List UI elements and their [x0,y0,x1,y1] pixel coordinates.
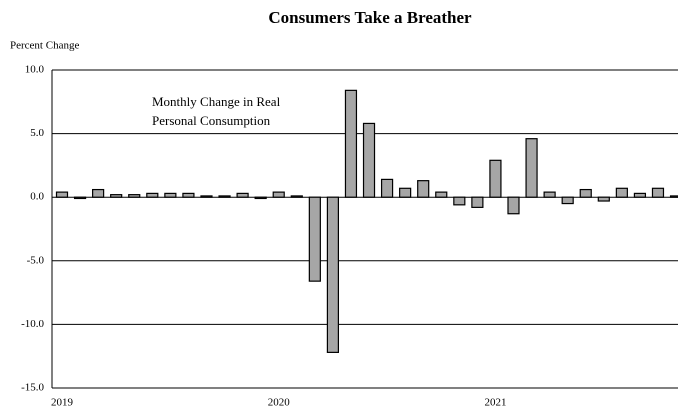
bar [92,188,105,198]
bar [308,196,321,282]
bar [633,192,647,198]
annotation: Personal Consumption [152,113,271,128]
annotation: Monthly Change in Real [152,94,281,109]
bar [453,196,466,206]
x-tick-label: 2020 [268,397,291,409]
bar [55,191,69,198]
y-tick-label: 10.0 [25,64,45,76]
bar [651,187,665,198]
bar [597,196,610,202]
y-tick-label: 0.0 [30,191,44,203]
bar [236,192,249,198]
bar [417,180,430,198]
bar [525,138,538,198]
x-tick-label: 2021 [484,397,506,409]
bar [543,191,556,198]
bar [561,196,574,205]
bar [290,195,303,198]
bar [362,122,376,198]
bar [218,195,231,198]
chart-title: Consumers Take a Breather [268,8,472,27]
bar [254,196,267,200]
bar [507,196,520,215]
y-tick-label: -5.0 [27,254,45,266]
y-tick-label: -15.0 [21,382,44,394]
bar [128,194,141,198]
bar [615,187,628,198]
y-axis-label: Percent Change [10,40,79,52]
bar [326,196,339,353]
y-tick-label: 5.0 [30,127,44,139]
bar [164,192,177,198]
y-tick-label: -10.0 [21,318,44,330]
bar [380,178,394,198]
bar [669,195,678,198]
bar [435,191,448,198]
bar [489,159,502,198]
bar [200,195,213,198]
x-tick-label: 2019 [51,397,74,409]
bar [399,187,412,198]
bar [471,196,484,208]
bar [182,192,195,198]
bar [579,188,592,198]
bar [110,194,123,198]
bar [73,196,87,200]
bar [146,192,159,198]
bar [272,191,285,198]
bar [344,89,358,198]
